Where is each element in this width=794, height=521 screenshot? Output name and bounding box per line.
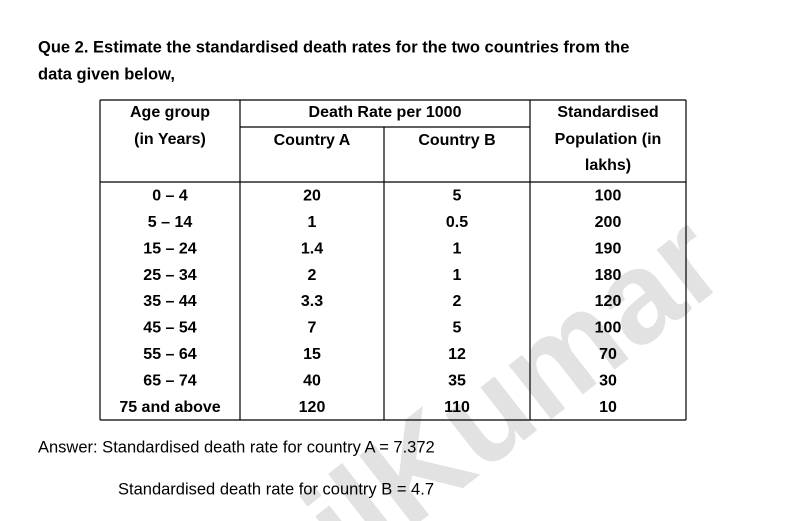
header-cell: Country B (418, 132, 495, 149)
table-cell: 35 – 44 (143, 293, 196, 310)
header-cell: Population (in (555, 131, 662, 148)
table-cell: 180 (595, 267, 622, 284)
table-cell: 70 (599, 346, 617, 363)
table-cell: 45 – 54 (143, 320, 196, 337)
table-cell: 2 (453, 293, 462, 310)
table-cell: 35 (448, 373, 466, 390)
header-cell: Standardised (557, 104, 658, 121)
question-line: Que 2. Estimate the standardised death r… (38, 38, 629, 56)
table-cell: 55 – 64 (143, 346, 196, 363)
table-cell: 120 (299, 399, 326, 416)
table-cell: 10 (599, 399, 617, 416)
table-cell: 15 (303, 346, 321, 363)
watermark: ilKumar (278, 185, 749, 521)
table-cell: 7 (308, 320, 317, 337)
table-cell: 15 – 24 (143, 240, 196, 257)
table-cell: 110 (444, 399, 470, 416)
table-cell: 1 (453, 267, 462, 284)
table-cell: 40 (303, 373, 321, 390)
header-cell: Country A (274, 132, 351, 149)
question-line: data given below, (38, 65, 175, 83)
table-cell: 200 (595, 214, 622, 231)
table-cell: 100 (595, 320, 622, 337)
answer-line: Answer: Standardised death rate for coun… (38, 438, 435, 456)
table-cell: 0 – 4 (152, 187, 188, 204)
table-cell: 20 (303, 187, 321, 204)
answer-line: Standardised death rate for country B = … (118, 480, 434, 498)
header-cell: Death Rate per 1000 (309, 104, 462, 121)
table-cell: 190 (595, 240, 622, 257)
table-cell: 30 (599, 373, 617, 390)
table-cell: 5 – 14 (148, 214, 193, 231)
table-cell: 0.5 (446, 214, 468, 231)
table-cell: 5 (453, 187, 462, 204)
table-cell: 12 (448, 346, 466, 363)
header-cell: lakhs) (585, 157, 631, 174)
table-cell: 3.3 (301, 293, 323, 310)
table-cell: 75 and above (119, 399, 220, 416)
table-cell: 65 – 74 (143, 373, 196, 390)
header-cell: Age group (130, 104, 210, 121)
table-cell: 25 – 34 (143, 267, 196, 284)
table-cell: 120 (595, 293, 622, 310)
table-borders (99, 99, 687, 421)
table-cell: 100 (595, 187, 622, 204)
table-cell: 1 (453, 240, 462, 257)
table-cell: 1 (308, 214, 317, 231)
table-cell: 1.4 (301, 240, 323, 257)
table-cell: 5 (453, 320, 462, 337)
table-cell: 2 (308, 267, 317, 284)
header-cell: (in Years) (134, 131, 206, 148)
